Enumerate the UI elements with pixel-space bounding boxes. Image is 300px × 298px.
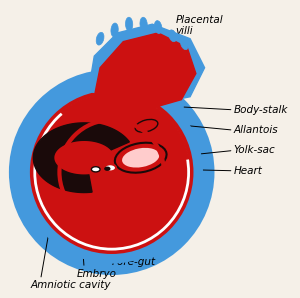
Polygon shape [88, 24, 205, 105]
Polygon shape [94, 33, 196, 111]
Text: Body-stalk: Body-stalk [234, 105, 288, 115]
Ellipse shape [135, 119, 158, 132]
Circle shape [35, 95, 189, 249]
Ellipse shape [140, 17, 147, 31]
Text: Yolk-sac: Yolk-sac [234, 145, 275, 156]
Ellipse shape [154, 21, 162, 34]
Text: Heart: Heart [234, 166, 262, 176]
Polygon shape [33, 123, 129, 193]
Text: Embryo: Embryo [77, 269, 117, 279]
Ellipse shape [104, 167, 110, 171]
Ellipse shape [111, 23, 118, 37]
Ellipse shape [115, 143, 167, 173]
Ellipse shape [104, 164, 116, 171]
Wedge shape [61, 94, 189, 165]
Ellipse shape [181, 39, 188, 50]
Circle shape [44, 104, 180, 240]
Ellipse shape [169, 30, 177, 42]
Text: Allantois: Allantois [234, 125, 278, 135]
Ellipse shape [122, 148, 159, 167]
Ellipse shape [125, 17, 133, 31]
Circle shape [23, 84, 200, 261]
Text: Placental
villi: Placental villi [176, 15, 223, 36]
Ellipse shape [96, 32, 104, 45]
Circle shape [14, 75, 209, 269]
Ellipse shape [92, 167, 100, 172]
Text: Amniotic cavity: Amniotic cavity [30, 280, 111, 291]
Text: Fore-gut: Fore-gut [112, 257, 156, 267]
